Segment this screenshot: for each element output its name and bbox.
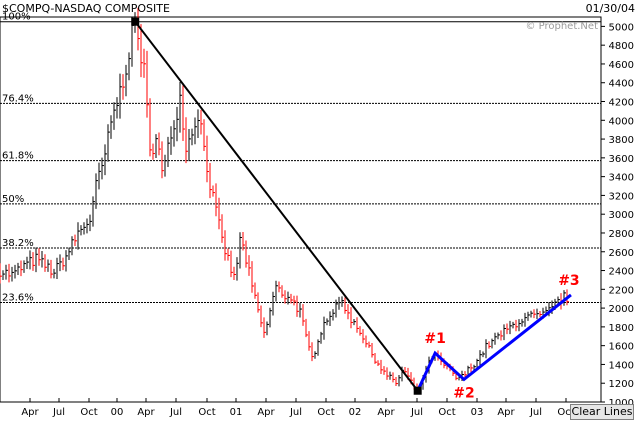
x-tick-label-5: Jul [169,407,182,418]
x-tick-label-11: 02 [349,407,362,418]
y-axis-ticks: 5000 4800 4600 4400 4200 4000 3800 3600 3400 3200… [601,22,634,409]
chart-title: $COMPQ-NASDAQ COMPOSITE [2,2,170,15]
y-tick-label-18: 1400 [609,360,634,371]
fib-label-5: 23.6% [2,292,34,303]
x-tick-label-12: Apr [377,407,395,418]
y-tick-label-17: 1600 [609,342,634,353]
x-tick-label-15: 03 [471,407,484,418]
x-tick-label-3: 00 [111,407,124,418]
pivot-marker-0 [131,17,140,26]
x-tick-label-10: Oct [317,407,334,418]
y-tick-label-2: 4600 [609,60,634,71]
pivot-marker-1 [413,386,422,395]
x-tick-label-1: Jul [52,407,65,418]
trend-lines: #1 #2 #3 [131,17,580,401]
fib-label-1: 76.4% [2,93,34,104]
x-tick-label-14: Oct [438,407,455,418]
wave-label-3: #3 [558,273,579,289]
x-tick-label-0: Apr [21,407,39,418]
x-tick-label-6: Oct [198,407,215,418]
chart-date: 01/30/04 [586,2,635,15]
y-tick-label-9: 3200 [609,191,634,202]
y-tick-label-12: 2600 [609,248,634,259]
fib-label-0: 100% [2,12,31,23]
price-bars [0,7,569,392]
y-tick-label-19: 1200 [609,379,634,390]
x-tick-label-7: 01 [230,407,243,418]
wave-label-2: #2 [453,385,474,401]
watermark: © Prophet.Net [525,21,598,32]
x-tick-label-9: Jul [289,407,302,418]
wave-line [416,293,572,392]
y-tick-label-16: 1800 [609,323,634,334]
y-tick-label-15: 2000 [609,304,634,315]
y-tick-label-7: 3600 [609,154,634,165]
y-tick-label-11: 2800 [609,229,634,240]
clear-lines-button[interactable]: Clear Lines [570,404,634,420]
y-tick-label-20: 1000 [609,398,634,409]
y-tick-label-1: 4800 [609,41,634,52]
y-tick-label-10: 3000 [609,210,634,221]
fib-levels: 100% 76.4% 61.8% 50% 38.2% 23.6% [0,12,601,303]
x-tick-label-2: Oct [80,407,97,418]
x-tick-label-17: Jul [529,407,542,418]
y-tick-label-5: 4000 [609,116,634,127]
fib-label-2: 61.8% [2,151,34,162]
x-axis-ticks: Apr Jul Oct 00 Apr Jul Oct 01 Apr Jul Oct 02 Apr Jul O… [21,398,575,418]
x-tick-label-16: Apr [497,407,515,418]
fib-label-3: 50% [2,194,24,205]
x-tick-label-8: Apr [257,407,275,418]
y-tick-label-3: 4400 [609,79,634,90]
y-tick-label-4: 4200 [609,98,634,109]
x-tick-label-18: Oct [557,407,574,418]
y-tick-label-6: 3800 [609,135,634,146]
y-tick-label-8: 3400 [609,173,634,184]
x-tick-label-13: Jul [410,407,423,418]
y-tick-label-14: 2200 [609,285,634,296]
y-tick-label-0: 5000 [609,22,634,33]
y-tick-label-13: 2400 [609,267,634,278]
fib-label-4: 38.2% [2,238,34,249]
x-tick-label-4: Apr [137,407,155,418]
downtrend-line [134,21,419,392]
wave-label-1: #1 [424,331,445,347]
